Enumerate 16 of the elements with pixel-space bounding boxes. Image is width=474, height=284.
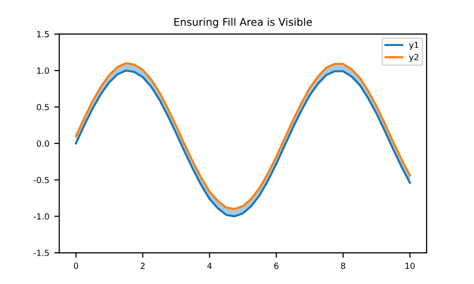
chart-title: Ensuring Fill Area is Visible xyxy=(174,18,312,28)
x-tick-label: 4 xyxy=(207,262,212,269)
y-tick-label: -1.5 xyxy=(34,250,49,256)
y-tick-label: 0.0 xyxy=(36,140,49,147)
y-tick-label: 0.5 xyxy=(36,104,49,110)
x-tick-label: 6 xyxy=(274,262,278,269)
y-tick-label: 1.0 xyxy=(37,68,49,74)
y-tick-label: 1.5 xyxy=(37,31,49,38)
y-tick-label: -0.5 xyxy=(34,176,49,184)
y-tick-label: -1.0 xyxy=(34,213,49,220)
legend-label: y2 xyxy=(409,54,418,62)
legend-label: y1 xyxy=(409,42,418,50)
x-tick-label: 8 xyxy=(341,262,346,269)
x-tick-label: 0 xyxy=(74,262,78,269)
x-tick-label: 2 xyxy=(140,262,145,269)
x-tick-label: 10 xyxy=(406,262,415,269)
